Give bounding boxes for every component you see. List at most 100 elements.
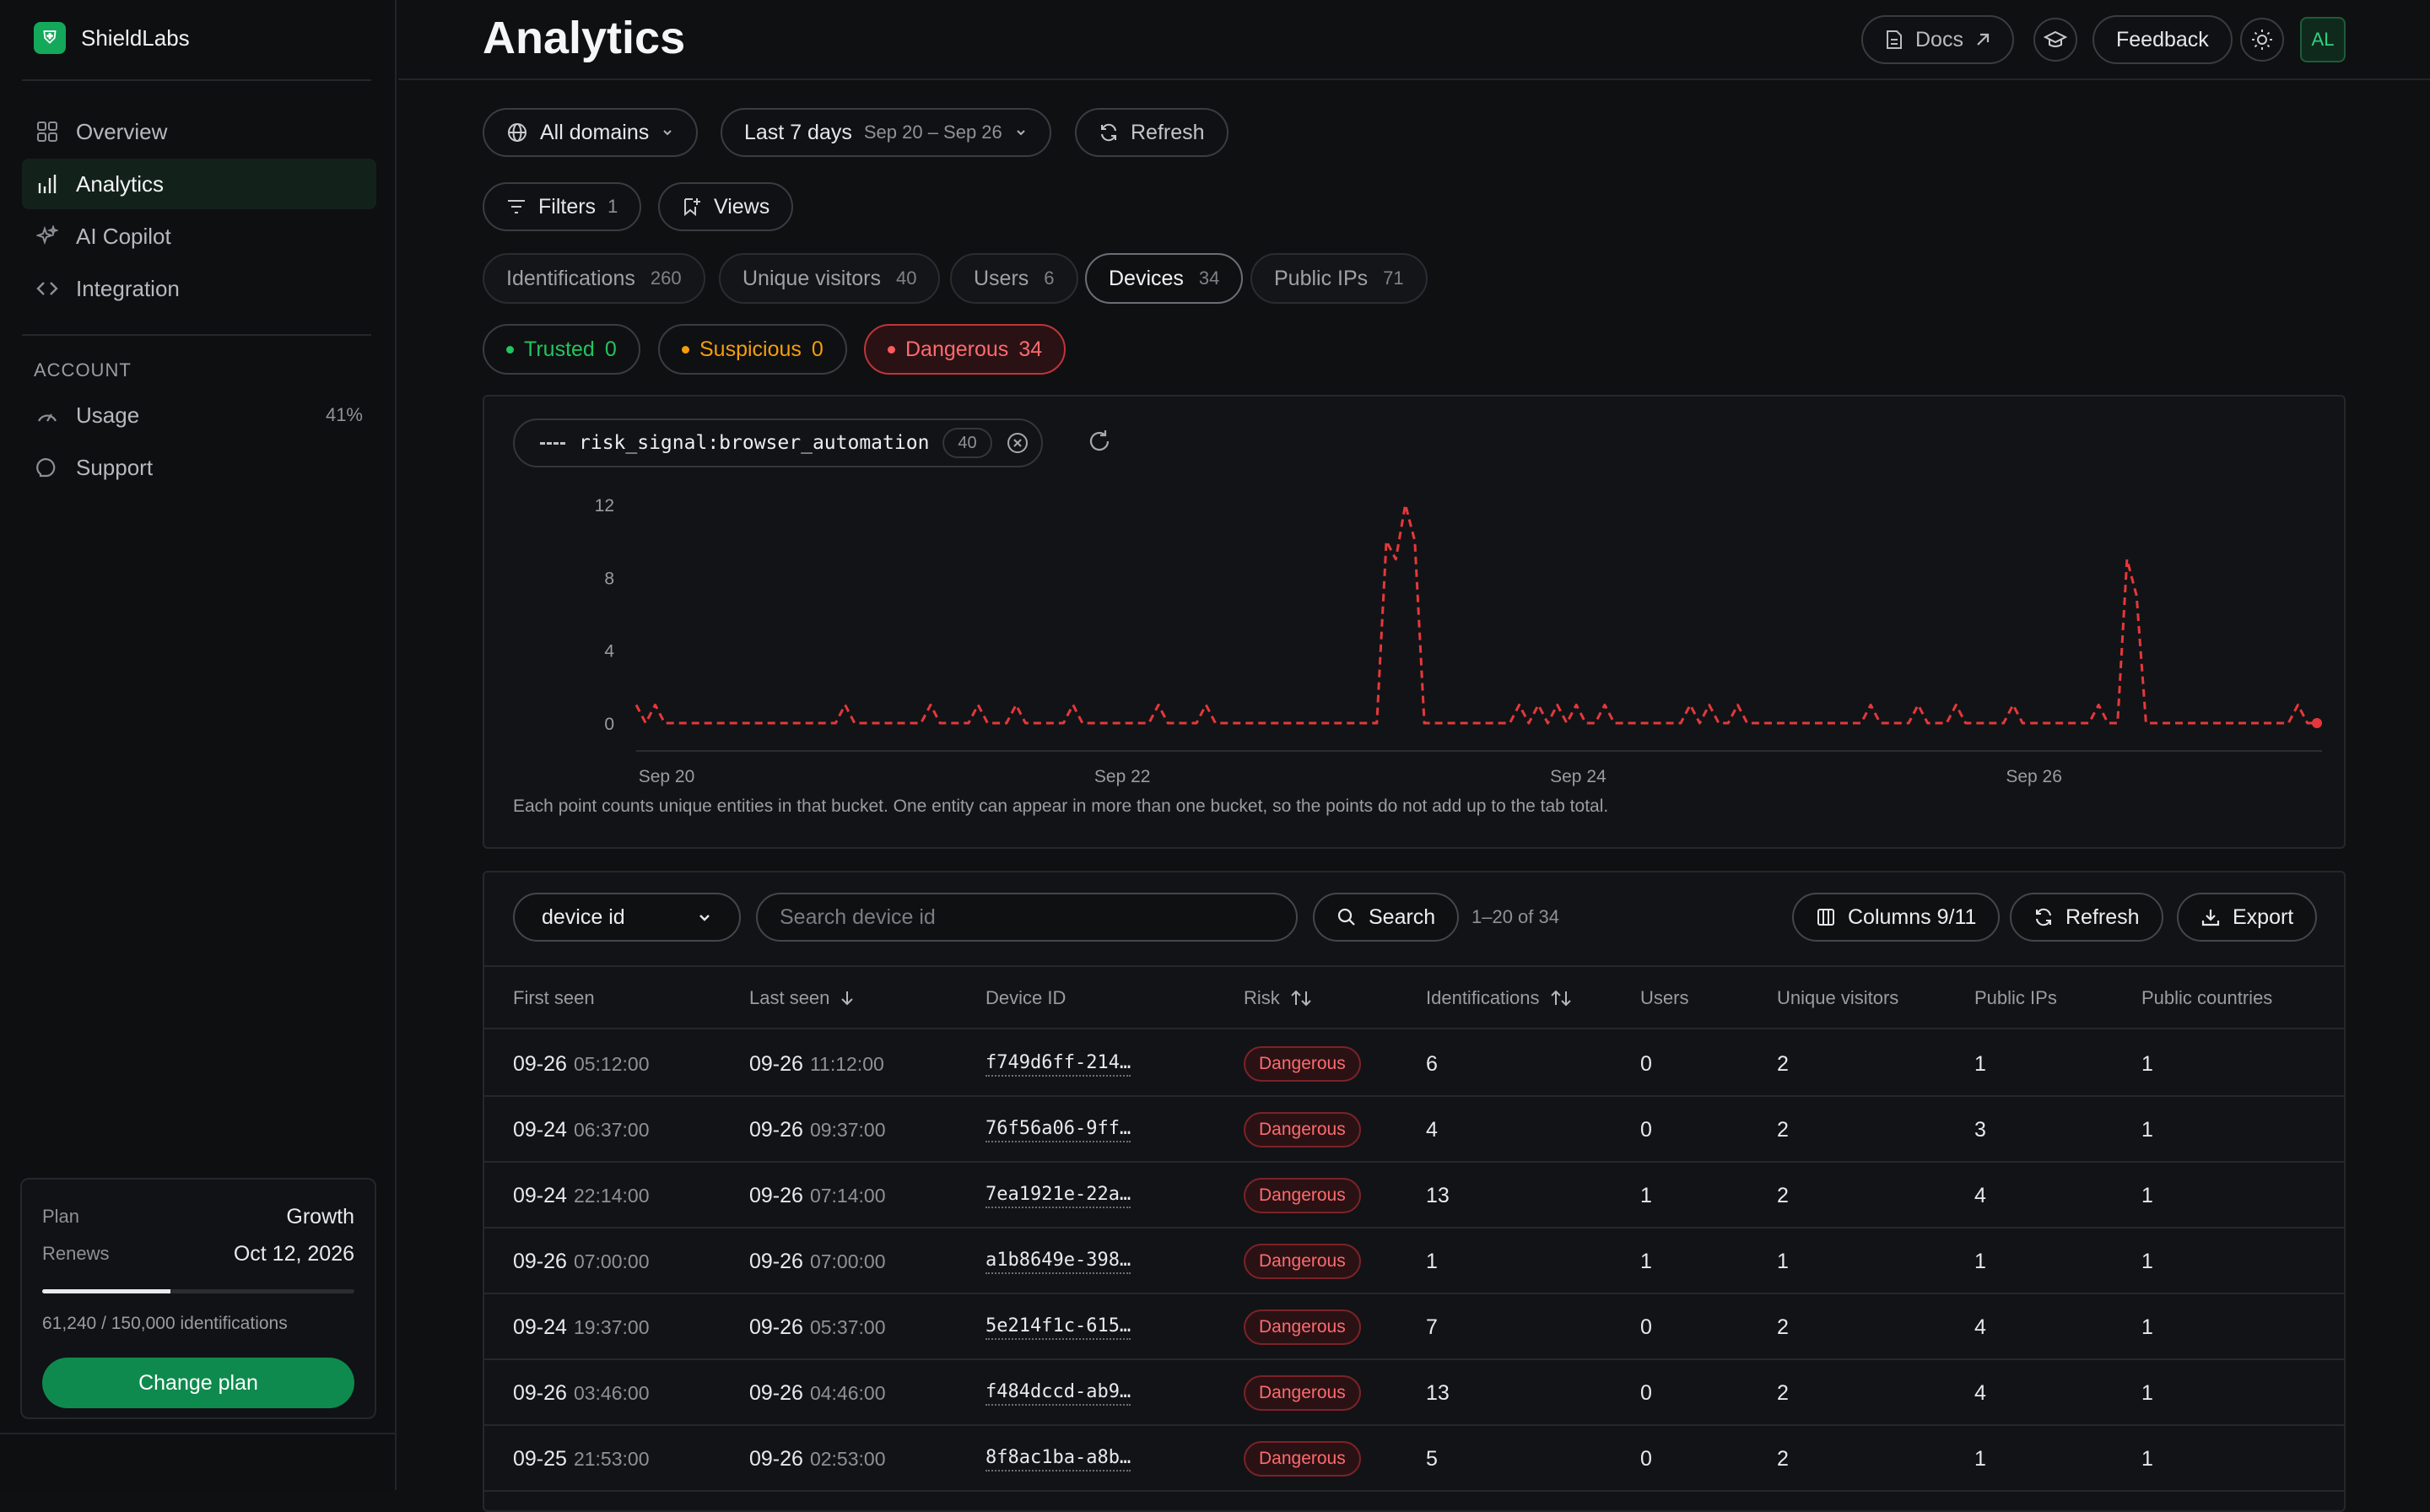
first-seen-date: 09-26 (513, 1051, 567, 1076)
risk-filter-trusted[interactable]: Trusted 0 (483, 324, 640, 375)
columns-button[interactable]: Columns 9/11 (1792, 893, 2001, 942)
table-row[interactable]: 09-26 05:12:00 09-26 11:12:00 f749d6ff-214… D… (484, 1031, 2344, 1097)
device-id-link[interactable]: f749d6ff-214… (986, 1052, 1131, 1077)
tab-unique-visitors[interactable]: Unique visitors 40 (719, 253, 941, 304)
sidebar-item-usage[interactable]: Usage 41% (22, 390, 376, 440)
x-tick-label: Sep 20 (639, 767, 695, 786)
brand[interactable]: ⛨ ShieldLabs (34, 22, 190, 54)
column-header-unique-visitors[interactable]: Unique visitors (1777, 967, 1898, 1029)
table-row[interactable]: 09-25 21:53:00 09-26 02:53:00 8f8ac1ba-a8b… D… (484, 1426, 2344, 1492)
public-ips-cell: 4 (1974, 1183, 1986, 1207)
column-header-users[interactable]: Users (1640, 967, 1688, 1029)
risk-filter-label: Suspicious (699, 337, 802, 361)
download-icon (2200, 907, 2221, 927)
tab-public-ips[interactable]: Public IPs 71 (1250, 253, 1428, 304)
theme-toggle-button[interactable] (2240, 18, 2284, 62)
column-header-label: Public countries (2141, 987, 2273, 1008)
last-seen-cell: 09-26 07:14:00 (749, 1163, 885, 1228)
series-end-point (2312, 718, 2322, 728)
shield-logo-icon: ⛨ (34, 22, 66, 54)
period-select[interactable]: Last 7 days Sep 20 – Sep 26 (721, 108, 1051, 157)
first-seen-time: 22:14:00 (573, 1184, 650, 1207)
device-id-link[interactable]: 76f56a06-9ff… (986, 1118, 1131, 1142)
filters-button[interactable]: Filters 1 (483, 182, 642, 231)
feedback-button[interactable]: Feedback (2092, 15, 2233, 64)
first-seen-date: 09-26 (513, 1380, 567, 1405)
risk-cell: Dangerous (1244, 1360, 1361, 1426)
sidebar-section-label: ACCOUNT (34, 359, 132, 381)
sidebar-item-support[interactable]: Support (22, 442, 376, 493)
risk-filter-dangerous[interactable]: Dangerous 34 (864, 324, 1066, 375)
close-circle-icon[interactable] (1006, 431, 1029, 455)
tab-users[interactable]: Users 6 (950, 253, 1078, 304)
column-header-first-seen[interactable]: First seen (513, 967, 595, 1029)
column-header-identifications[interactable]: Identifications (1426, 967, 1572, 1029)
device-id-link[interactable]: f484dccd-ab9… (986, 1381, 1131, 1406)
first-seen-cell: 09-26 03:46:00 (513, 1360, 649, 1426)
views-button[interactable]: Views (658, 182, 794, 231)
unique-visitors-cell: 2 (1777, 1315, 1789, 1339)
sidebar-item-integration[interactable]: Integration (22, 263, 376, 314)
docs-button[interactable]: Docs (1861, 15, 2014, 64)
refresh-label: Refresh (1131, 120, 1205, 144)
plan-card: Plan Growth Renews Oct 12, 2026 61,240 /… (20, 1178, 376, 1419)
last-seen-date: 09-26 (749, 1380, 803, 1405)
refresh-icon (2033, 907, 2054, 927)
public-ips-cell: 4 (1974, 1380, 1986, 1405)
table-row[interactable]: 09-26 07:00:00 09-26 07:00:00 a1b8649e-398… D… (484, 1228, 2344, 1294)
first-seen-date: 09-26 (513, 1249, 567, 1273)
bar-chart-icon (35, 172, 59, 196)
tab-label: Devices (1109, 266, 1184, 290)
domain-select[interactable]: All domains (483, 108, 699, 157)
sidebar-item-label: Support (76, 454, 154, 480)
column-header-device-id[interactable]: Device ID (986, 967, 1066, 1029)
tab-label: Identifications (506, 266, 635, 290)
renews-value: Oct 12, 2026 (233, 1241, 354, 1266)
sidebar-footer-divider (0, 1433, 397, 1434)
search-input[interactable] (756, 893, 1298, 942)
public-countries-cell: 1 (2141, 1051, 2153, 1076)
tab-count: 71 (1383, 267, 1404, 289)
table-row[interactable]: 09-26 03:46:00 09-26 04:46:00 f484dccd-ab9… D… (484, 1360, 2344, 1426)
column-header-public-countries[interactable]: Public countries (2141, 967, 2272, 1029)
search-field-select[interactable]: device id (513, 893, 741, 942)
column-header-public-ips[interactable]: Public IPs (1974, 967, 2057, 1029)
tab-devices[interactable]: Devices 34 (1085, 253, 1244, 304)
device-id-link[interactable]: 7ea1921e-22a… (986, 1184, 1131, 1208)
table-row[interactable]: 09-24 19:37:00 09-26 05:37:00 5e214f1c-615… D… (484, 1294, 2344, 1360)
first-seen-cell: 09-24 22:14:00 (513, 1163, 649, 1228)
risk-filter-count: 34 (1018, 337, 1043, 361)
device-id-link[interactable]: 8f8ac1ba-a8b… (986, 1447, 1131, 1472)
export-button[interactable]: Export (2177, 893, 2318, 942)
device-id-link[interactable]: 5e214f1c-615… (986, 1315, 1131, 1340)
tab-identifications[interactable]: Identifications 260 (483, 253, 705, 304)
device-id-link[interactable]: a1b8649e-398… (986, 1250, 1131, 1274)
academy-button[interactable] (2033, 18, 2077, 62)
sidebar-item-overview[interactable]: Overview (22, 106, 376, 157)
last-seen-date: 09-26 (749, 1117, 803, 1142)
table-refresh-button[interactable]: Refresh (2010, 893, 2163, 942)
column-header-last-seen[interactable]: Last seen (749, 967, 855, 1029)
columns-label: Columns 9/11 (1848, 904, 1977, 929)
query-chip[interactable]: risk_signal:browser_automation 40 (513, 418, 1043, 467)
sidebar-item-ai-copilot[interactable]: AI Copilot (22, 211, 376, 262)
code-icon (35, 277, 59, 300)
avatar[interactable]: AL (2300, 17, 2346, 62)
chart-refresh-icon[interactable] (1087, 429, 1115, 457)
table-row[interactable]: 09-24 22:14:00 09-26 07:14:00 7ea1921e-22a… D… (484, 1163, 2344, 1228)
series-line (634, 503, 2317, 725)
sidebar-item-analytics[interactable]: Analytics (22, 159, 376, 209)
column-header-risk[interactable]: Risk (1244, 967, 1312, 1029)
search-button[interactable]: Search (1313, 893, 1460, 942)
table-refresh-label: Refresh (2066, 904, 2140, 929)
risk-cell: Dangerous (1244, 1294, 1361, 1360)
refresh-button[interactable]: Refresh (1075, 108, 1228, 157)
tab-label: Unique visitors (742, 266, 881, 290)
users-cell: 0 (1640, 1380, 1652, 1405)
chevron-down-icon (1014, 126, 1028, 139)
column-header-label: Risk (1244, 987, 1280, 1008)
change-plan-button[interactable]: Change plan (42, 1358, 354, 1408)
device-id-cell: f749d6ff-214… (986, 1031, 1131, 1097)
table-row[interactable]: 09-24 06:37:00 09-26 09:37:00 76f56a06-9ff… D… (484, 1097, 2344, 1163)
risk-filter-suspicious[interactable]: Suspicious 0 (658, 324, 847, 375)
